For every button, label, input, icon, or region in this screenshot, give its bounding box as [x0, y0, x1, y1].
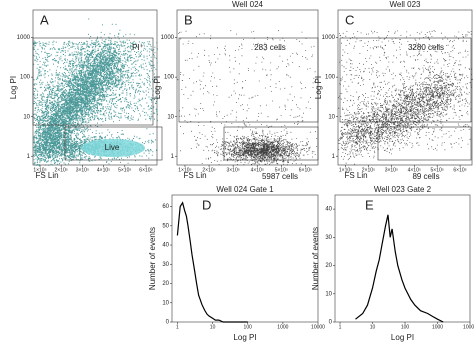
y-tick-label: 10 — [328, 114, 335, 120]
y-tick-label: 100 — [164, 75, 175, 81]
y-tick-label: 20 — [325, 263, 332, 269]
plot-frame — [176, 9, 319, 166]
panel-letter: E — [365, 197, 374, 212]
x-tick-label: 1 — [176, 324, 179, 330]
x-tick-label: 2×10⁵ — [202, 167, 215, 173]
x-tick-label: 1×10⁵ — [33, 167, 46, 173]
x-axis-label: Log PI — [233, 333, 256, 342]
y-tick-label: 30 — [325, 235, 332, 241]
y-axis-label: Number of events — [148, 227, 157, 290]
x-tick-label: 2×10⁵ — [55, 167, 68, 173]
y-tick-label: 60 — [162, 204, 169, 210]
y-tick-label: 1 — [332, 154, 336, 160]
x-axis-label: Log PI — [391, 333, 414, 342]
x-tick-label: 1000 — [432, 324, 443, 330]
y-tick-label: 100 — [20, 75, 31, 81]
x-tick-label: 3×10⁵ — [76, 167, 89, 173]
y-axis-label: Number of events — [311, 227, 320, 290]
x-tick-label: 1×10⁵ — [178, 167, 191, 173]
panel-title: Well 024 Gate 1 — [216, 185, 274, 194]
x-tick-label: 10 — [370, 324, 376, 330]
x-tick-label: 6×10⁵ — [453, 167, 466, 173]
y-tick-label: 10 — [325, 291, 332, 297]
annotation: 89 cells — [412, 172, 439, 181]
x-tick-label: 5×10⁵ — [275, 167, 288, 173]
panel-title: Well 024 — [232, 0, 264, 9]
x-tick-label: 100 — [244, 324, 253, 330]
x-axis-label: FS Lin — [183, 171, 206, 180]
x-tick-label: 10000 — [311, 324, 325, 330]
panel-letter: A — [40, 12, 49, 27]
x-tick-label: 4×10⁵ — [251, 167, 264, 173]
x-tick-label: 6×10⁵ — [299, 167, 312, 173]
plot-frame — [171, 194, 319, 323]
histogram-trace — [355, 214, 444, 323]
y-tick-label: 50 — [162, 223, 169, 229]
y-tick-label: 1 — [171, 154, 175, 160]
gate — [32, 37, 154, 126]
y-tick-label: 10 — [167, 114, 174, 120]
y-tick-label: 40 — [325, 207, 332, 213]
panel-title: Well 023 Gate 2 — [374, 185, 432, 194]
y-tick-label: 20 — [162, 281, 169, 287]
panel-letter: D — [202, 197, 211, 212]
y-tick-label: 100 — [325, 75, 336, 81]
y-tick-label: 1000 — [17, 35, 31, 41]
y-tick-label: 10 — [23, 114, 30, 120]
x-tick-label: 10000 — [463, 324, 474, 330]
x-tick-label: 1000 — [277, 324, 288, 330]
y-tick-label: 0 — [166, 320, 170, 326]
y-tick-label: 30 — [162, 262, 169, 268]
y-tick-label: 1000 — [322, 35, 336, 41]
panel-title: Well 023 — [390, 0, 422, 9]
y-tick-label: 0 — [329, 320, 333, 326]
event-cloud — [177, 30, 318, 166]
x-tick-label: 100 — [401, 324, 410, 330]
event-cloud — [33, 18, 158, 166]
live-population — [81, 139, 145, 157]
y-tick-label: 10 — [162, 300, 169, 306]
y-axis-label: Log PI — [314, 76, 323, 99]
x-tick-label: 4×10⁵ — [408, 167, 421, 173]
x-tick-label: 1×10⁵ — [339, 167, 352, 173]
x-tick-label: 5×10⁵ — [431, 167, 444, 173]
panel-letter: C — [345, 12, 354, 27]
gate — [223, 126, 319, 161]
x-axis-label: FS Lin — [344, 171, 367, 180]
x-tick-label: 6×10⁵ — [139, 167, 152, 173]
annotation: 5987 cells — [262, 172, 298, 181]
plot-frame — [334, 194, 471, 323]
gate — [339, 37, 472, 123]
plot-frame — [337, 9, 473, 166]
annotation: PI⁺ — [132, 43, 144, 52]
x-tick-label: 3×10⁵ — [226, 167, 239, 173]
panel-letter: B — [184, 12, 193, 27]
y-axis-label: Log PI — [9, 76, 18, 99]
x-tick-label: 2×10⁵ — [362, 167, 375, 173]
x-axis-label: FS Lin — [35, 171, 58, 180]
x-tick-label: 3×10⁵ — [385, 167, 398, 173]
gate — [178, 37, 319, 123]
y-tick-label: 1000 — [161, 35, 175, 41]
annotation: 283 cells — [254, 43, 286, 52]
gate — [64, 126, 163, 161]
x-tick-label: 4×10⁵ — [97, 167, 110, 173]
annotation: 3280 cells — [408, 43, 444, 52]
event-cloud — [338, 30, 473, 165]
gate — [377, 126, 472, 161]
x-tick-label: 1 — [339, 324, 342, 330]
y-tick-label: 1 — [27, 154, 31, 160]
x-tick-label: 10 — [210, 324, 216, 330]
x-tick-label: 5×10⁵ — [118, 167, 131, 173]
y-tick-label: 40 — [162, 243, 169, 249]
histogram-trace — [176, 201, 248, 323]
annotation: Live — [105, 143, 120, 152]
y-axis-label: Log PI — [153, 76, 162, 99]
